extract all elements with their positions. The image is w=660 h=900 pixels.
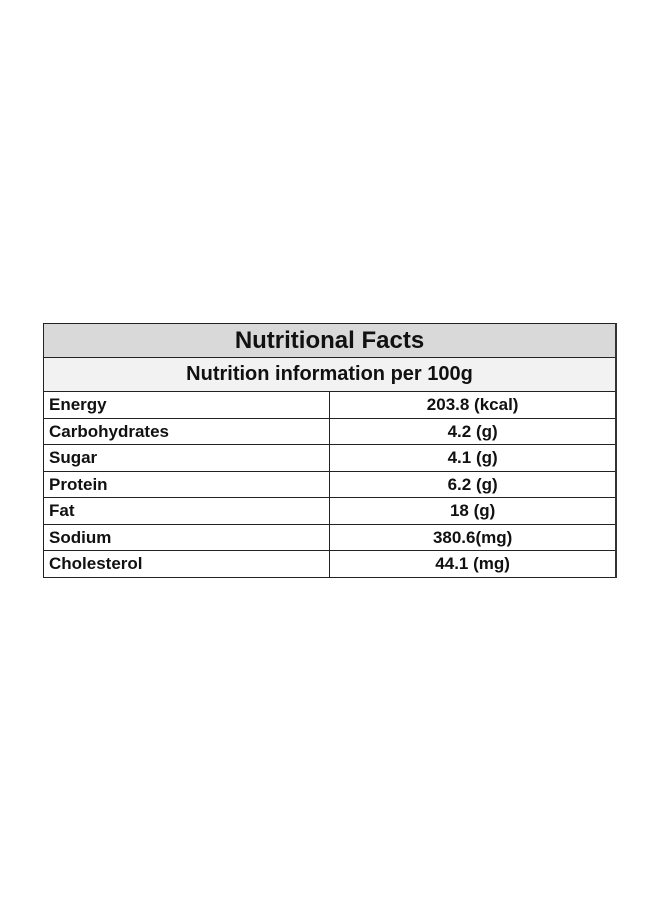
nutrient-name: Protein xyxy=(42,470,331,498)
nutrient-name: Fat xyxy=(42,497,331,525)
subtitle-row: Nutrition information per 100g xyxy=(43,357,617,392)
nutrient-value: 380.6(mg) xyxy=(329,523,618,551)
table-subtitle: Nutrition information per 100g xyxy=(43,357,617,392)
nutrient-value: 6.2 (g) xyxy=(329,470,618,498)
table-row: Protein 6.2 (g) xyxy=(42,470,618,498)
table-row: Energy 203.8 (kcal) xyxy=(42,391,618,419)
table-row: Carbohydrates 4.2 (g) xyxy=(42,417,618,445)
nutrient-name: Sugar xyxy=(42,444,331,472)
nutrient-value: 44.1 (mg) xyxy=(329,550,618,578)
table-row: Sodium 380.6(mg) xyxy=(42,523,618,551)
nutrient-name: Energy xyxy=(42,391,331,419)
table-row: Sugar 4.1 (g) xyxy=(42,444,618,472)
nutrient-value: 18 (g) xyxy=(329,497,618,525)
nutrient-value: 4.2 (g) xyxy=(329,417,618,445)
nutrient-value: 203.8 (kcal) xyxy=(329,391,618,419)
table-title: Nutritional Facts xyxy=(43,323,617,358)
nutrient-name: Carbohydrates xyxy=(42,417,331,445)
table-body: Energy 203.8 (kcal) Carbohydrates 4.2 (g) Su… xyxy=(42,391,618,578)
nutrition-table: Nutritional Facts Nutrition information … xyxy=(42,323,618,578)
nutrient-value: 4.1 (g) xyxy=(329,444,618,472)
table-row: Fat 18 (g) xyxy=(42,497,618,525)
nutrient-name: Sodium xyxy=(42,523,331,551)
nutrient-name: Cholesterol xyxy=(42,550,331,578)
table-row: Cholesterol 44.1 (mg) xyxy=(42,550,618,578)
title-row: Nutritional Facts xyxy=(43,323,617,358)
